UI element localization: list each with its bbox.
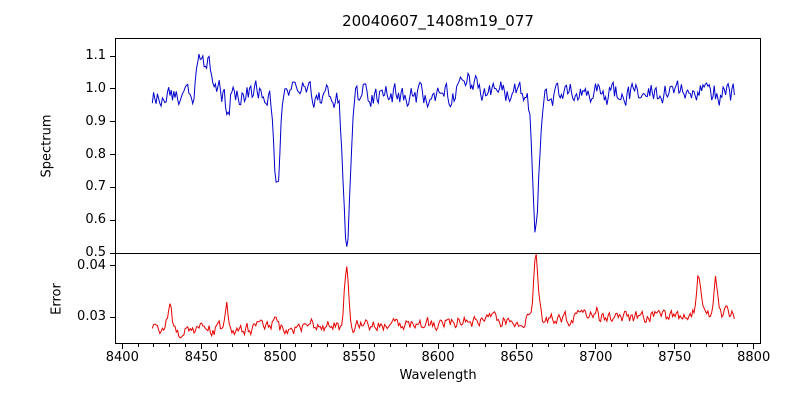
y-tick-label: 0.6	[85, 212, 106, 228]
x-tick-label: 8600	[421, 350, 455, 365]
x-tick-label: 8750	[658, 350, 692, 365]
x-minor-tick	[169, 344, 171, 347]
x-minor-tick	[532, 344, 534, 347]
x-minor-tick	[184, 344, 186, 347]
x-minor-tick	[248, 344, 250, 347]
x-minor-tick	[737, 344, 739, 347]
x-minor-tick	[421, 344, 423, 347]
x-minor-tick	[705, 344, 707, 347]
x-minor-tick	[216, 344, 218, 347]
y-tick	[110, 316, 115, 318]
y-tick	[110, 252, 115, 254]
spectrum-line	[151, 53, 735, 247]
x-minor-tick	[453, 344, 455, 347]
spectrum-panel	[115, 38, 761, 254]
y-tick	[110, 154, 115, 156]
x-minor-tick	[390, 344, 392, 347]
x-tick	[437, 344, 439, 349]
chart-title: 20040607_1408m19_077	[342, 12, 534, 30]
x-tick-label: 8500	[263, 350, 297, 365]
x-minor-tick	[484, 344, 486, 347]
y-tick-label: 0.03	[77, 309, 106, 325]
x-minor-tick	[626, 344, 628, 347]
x-tick	[516, 344, 518, 349]
y-tick	[110, 88, 115, 90]
y-tick-label: 0.04	[77, 257, 106, 273]
x-minor-tick	[547, 344, 549, 347]
y-axis-label-error: Error	[49, 283, 65, 315]
x-minor-tick	[311, 344, 313, 347]
y-tick-label: 0.5	[85, 245, 106, 260]
y-tick	[110, 219, 115, 221]
x-tick	[279, 344, 281, 349]
y-tick-label: 0.7	[85, 179, 106, 195]
x-minor-tick	[642, 344, 644, 347]
x-minor-tick	[690, 344, 692, 347]
x-tick	[121, 344, 123, 349]
x-tick	[358, 344, 360, 349]
y-tick	[110, 186, 115, 188]
x-tick-label: 8450	[184, 350, 218, 365]
x-minor-tick	[327, 344, 328, 347]
spectrum-line-plot	[151, 53, 735, 247]
x-minor-tick	[137, 344, 139, 347]
x-axis-label: Wavelength	[399, 368, 477, 383]
error-line	[151, 254, 735, 339]
x-tick	[753, 344, 755, 349]
x-minor-tick	[374, 344, 376, 347]
y-axis-label-spectrum: Spectrum	[39, 114, 55, 178]
x-minor-tick	[263, 344, 265, 347]
x-minor-tick	[295, 344, 297, 347]
x-minor-tick	[232, 344, 234, 347]
x-minor-tick	[721, 344, 723, 347]
x-tick	[595, 344, 597, 349]
x-tick	[674, 344, 676, 349]
y-tick	[110, 265, 115, 267]
x-tick-label: 8400	[105, 350, 139, 365]
x-minor-tick	[658, 344, 660, 347]
x-tick-label: 8800	[737, 350, 771, 365]
y-tick	[110, 55, 115, 57]
x-minor-tick	[342, 344, 344, 347]
x-tick-label: 8700	[579, 350, 613, 365]
y-tick-label: 1.1	[85, 48, 106, 64]
error-line-plot	[151, 254, 735, 339]
x-minor-tick	[405, 344, 407, 347]
x-tick-label: 8650	[500, 350, 534, 365]
x-minor-tick	[500, 344, 502, 347]
x-minor-tick	[611, 344, 613, 347]
x-tick-label: 8550	[342, 350, 376, 365]
y-tick-label: 0.9	[85, 113, 106, 129]
y-tick	[110, 121, 115, 123]
x-minor-tick	[153, 344, 155, 347]
x-minor-tick	[469, 344, 471, 347]
x-tick	[200, 344, 202, 349]
x-minor-tick	[563, 344, 565, 347]
y-tick-label: 0.8	[85, 146, 106, 162]
error-panel	[115, 253, 761, 344]
y-tick-label: 1.0	[85, 80, 106, 96]
x-minor-tick	[579, 344, 581, 347]
